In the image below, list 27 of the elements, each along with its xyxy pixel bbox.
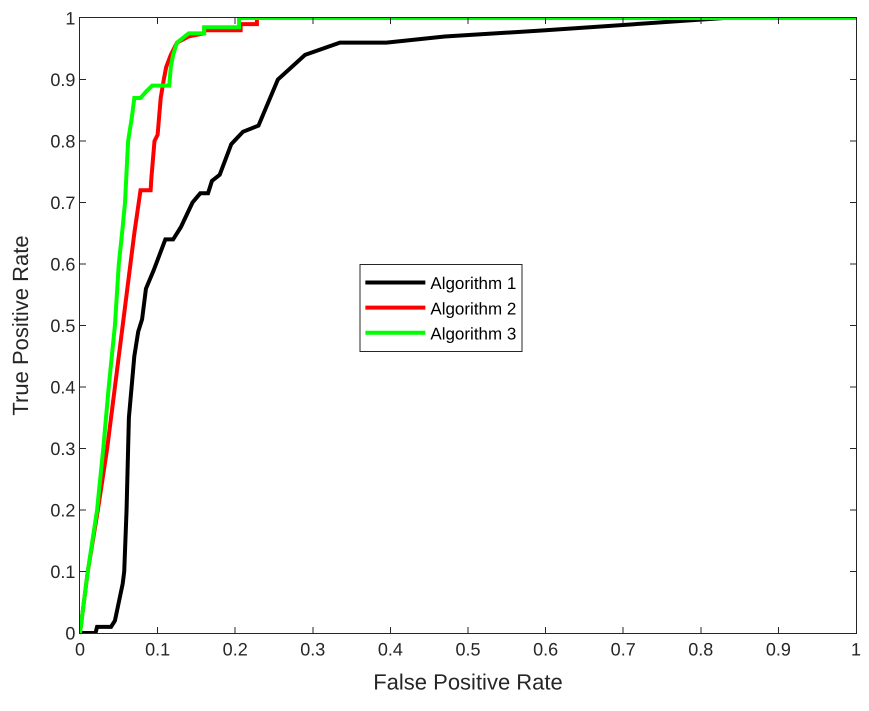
x-tick-label: 0.7 <box>610 640 636 660</box>
y-tick-label: 0.2 <box>50 500 76 520</box>
x-tick-label: 0.3 <box>300 640 326 660</box>
y-tick-label: 0 <box>65 623 76 644</box>
legend-label: Algorithm 2 <box>430 299 516 318</box>
x-tick-label: 0.9 <box>766 640 791 660</box>
x-tick-label: 0.2 <box>222 640 248 660</box>
y-tick-label: 0.9 <box>50 70 76 90</box>
legend-label: Algorithm 3 <box>430 324 516 344</box>
x-tick-label: 0.5 <box>455 640 481 660</box>
x-tick-label: 1 <box>850 640 862 660</box>
y-tick-label: 0.6 <box>50 254 76 274</box>
x-axis-title: False Positive Rate <box>373 670 563 694</box>
line-series <box>80 18 856 633</box>
y-tick-label: 0.1 <box>50 562 76 582</box>
legend-label: Algorithm 1 <box>430 274 516 294</box>
y-tick-label: 0.5 <box>50 316 76 336</box>
y-tick-label: 1 <box>65 8 76 28</box>
y-tick-label: 0.8 <box>50 131 76 152</box>
y-tick-label: 0.4 <box>50 377 76 398</box>
x-tick-label: 0.6 <box>533 640 558 660</box>
x-tick-label: 0.1 <box>145 640 170 660</box>
x-tick-label: 0.8 <box>688 640 714 660</box>
y-tick-label: 0.3 <box>50 438 76 459</box>
x-tick-label: 0.4 <box>378 640 403 660</box>
y-tick-label: 0.7 <box>50 192 76 213</box>
y-axis-title: True Positive Rate <box>8 235 34 416</box>
